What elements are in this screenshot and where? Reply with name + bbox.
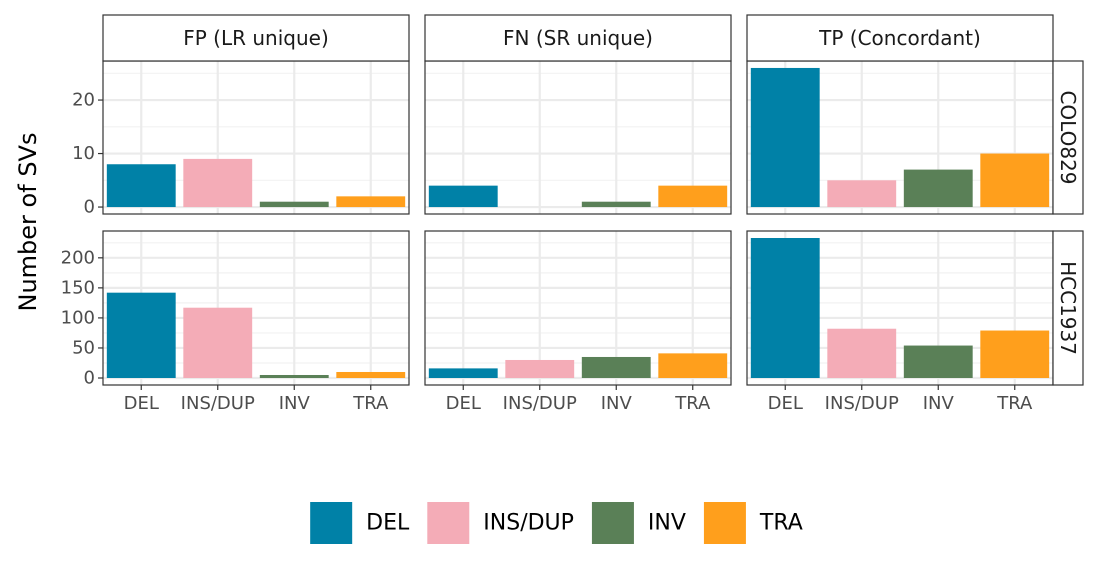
panel-COLO829-2 bbox=[424, 60, 732, 215]
bar-HCC1937-2-INS/DUP bbox=[505, 359, 575, 378]
bar-HCC1937-3-INS/DUP bbox=[827, 328, 897, 378]
legend-label: DEL bbox=[366, 511, 410, 536]
panels bbox=[102, 60, 1054, 386]
x-tick-label: INV bbox=[923, 393, 955, 414]
y-axis-title: Number of SVs bbox=[14, 133, 42, 312]
panel-HCC1937-1 bbox=[102, 230, 410, 386]
panel-border bbox=[102, 230, 410, 386]
x-tick-label: TRA bbox=[674, 393, 711, 414]
legend-swatch bbox=[703, 502, 746, 544]
panel-HCC1937-3 bbox=[746, 230, 1054, 386]
legend-swatch bbox=[591, 502, 634, 544]
bar-HCC1937-2-INV bbox=[581, 356, 651, 378]
bar-HCC1937-2-TRA bbox=[658, 353, 728, 378]
legend-label: INV bbox=[648, 511, 686, 536]
bar-COLO829-2-TRA bbox=[658, 185, 728, 208]
x-tick-label: INS/DUP bbox=[503, 393, 577, 414]
legend-label: INS/DUP bbox=[483, 511, 574, 536]
x-tick-label: INS/DUP bbox=[181, 393, 255, 414]
bar-COLO829-3-DEL bbox=[750, 67, 820, 208]
y-tick-label: 50 bbox=[72, 337, 95, 358]
bar-COLO829-3-TRA bbox=[980, 153, 1050, 208]
x-tick-label: DEL bbox=[124, 393, 159, 414]
bar-HCC1937-3-INV bbox=[903, 345, 973, 378]
panel-border bbox=[424, 230, 732, 386]
panel-HCC1937-2 bbox=[424, 230, 732, 386]
x-axis: DEL INS/DUP INV TRA DEL INS/DUP INV TRA DEL INS/D… bbox=[124, 385, 1033, 414]
x-tick-label: TRA bbox=[996, 393, 1033, 414]
bar-HCC1937-3-DEL bbox=[750, 238, 820, 378]
legend: DEL INS/DUP INV TRA bbox=[310, 502, 803, 544]
y-tick-label: 0 bbox=[84, 197, 95, 218]
y-tick-label: 200 bbox=[61, 247, 95, 268]
y-tick-label: 20 bbox=[72, 90, 95, 111]
x-tick-label: INS/DUP bbox=[825, 393, 899, 414]
row-strip-label: HCC1937 bbox=[1056, 261, 1080, 355]
bar-HCC1937-1-INV bbox=[259, 374, 329, 378]
bar-HCC1937-1-TRA bbox=[336, 371, 406, 378]
legend-item-INS/DUP: INS/DUP bbox=[427, 502, 574, 544]
y-tick-label: 100 bbox=[61, 307, 95, 328]
x-tick-label: INV bbox=[279, 393, 311, 414]
legend-item-INV: INV bbox=[591, 502, 686, 544]
x-tick-label: INV bbox=[601, 393, 633, 414]
legend-label: TRA bbox=[759, 511, 803, 536]
legend-swatch bbox=[427, 502, 470, 544]
legend-item-TRA: TRA bbox=[703, 502, 803, 544]
bar-COLO829-1-TRA bbox=[336, 196, 406, 208]
facet-strips: COLO829 HCC1937 FP (LR unique) FN (SR uniqu… bbox=[102, 14, 1084, 386]
legend-swatch bbox=[310, 502, 353, 544]
y-tick-label: 0 bbox=[84, 368, 95, 389]
column-strip-label: FN (SR unique) bbox=[503, 26, 653, 50]
bar-COLO829-1-INV bbox=[259, 201, 329, 208]
row-strip-COLO829 bbox=[1052, 60, 1084, 215]
column-strip-3 bbox=[746, 14, 1054, 62]
row-strip-HCC1937 bbox=[1052, 230, 1084, 386]
x-tick-label: DEL bbox=[446, 393, 481, 414]
bar-COLO829-1-DEL bbox=[106, 164, 176, 208]
column-strip-2 bbox=[424, 14, 732, 62]
bar-COLO829-1-INS/DUP bbox=[183, 158, 253, 208]
x-tick-label: DEL bbox=[768, 393, 803, 414]
row-strip-label: COLO829 bbox=[1056, 90, 1080, 184]
bar-HCC1937-1-INS/DUP bbox=[183, 307, 253, 378]
bar-COLO829-2-INV bbox=[581, 201, 651, 208]
bar-COLO829-2-DEL bbox=[428, 185, 498, 208]
bar-COLO829-3-INV bbox=[903, 169, 973, 208]
bar-HCC1937-2-DEL bbox=[428, 368, 498, 378]
y-tick-label: 150 bbox=[61, 277, 95, 298]
bar-HCC1937-1-DEL bbox=[106, 292, 176, 378]
y-tick-label: 10 bbox=[72, 143, 95, 164]
column-strip-label: TP (Concordant) bbox=[818, 26, 981, 50]
column-strip-1 bbox=[102, 14, 410, 62]
x-tick-label: TRA bbox=[352, 393, 389, 414]
panel-COLO829-3 bbox=[746, 60, 1054, 215]
panel-COLO829-1 bbox=[102, 60, 410, 215]
column-strip-label: FP (LR unique) bbox=[183, 26, 329, 50]
bar-COLO829-3-INS/DUP bbox=[827, 180, 897, 208]
legend-item-DEL: DEL bbox=[310, 502, 410, 544]
bar-HCC1937-3-TRA bbox=[980, 330, 1050, 378]
